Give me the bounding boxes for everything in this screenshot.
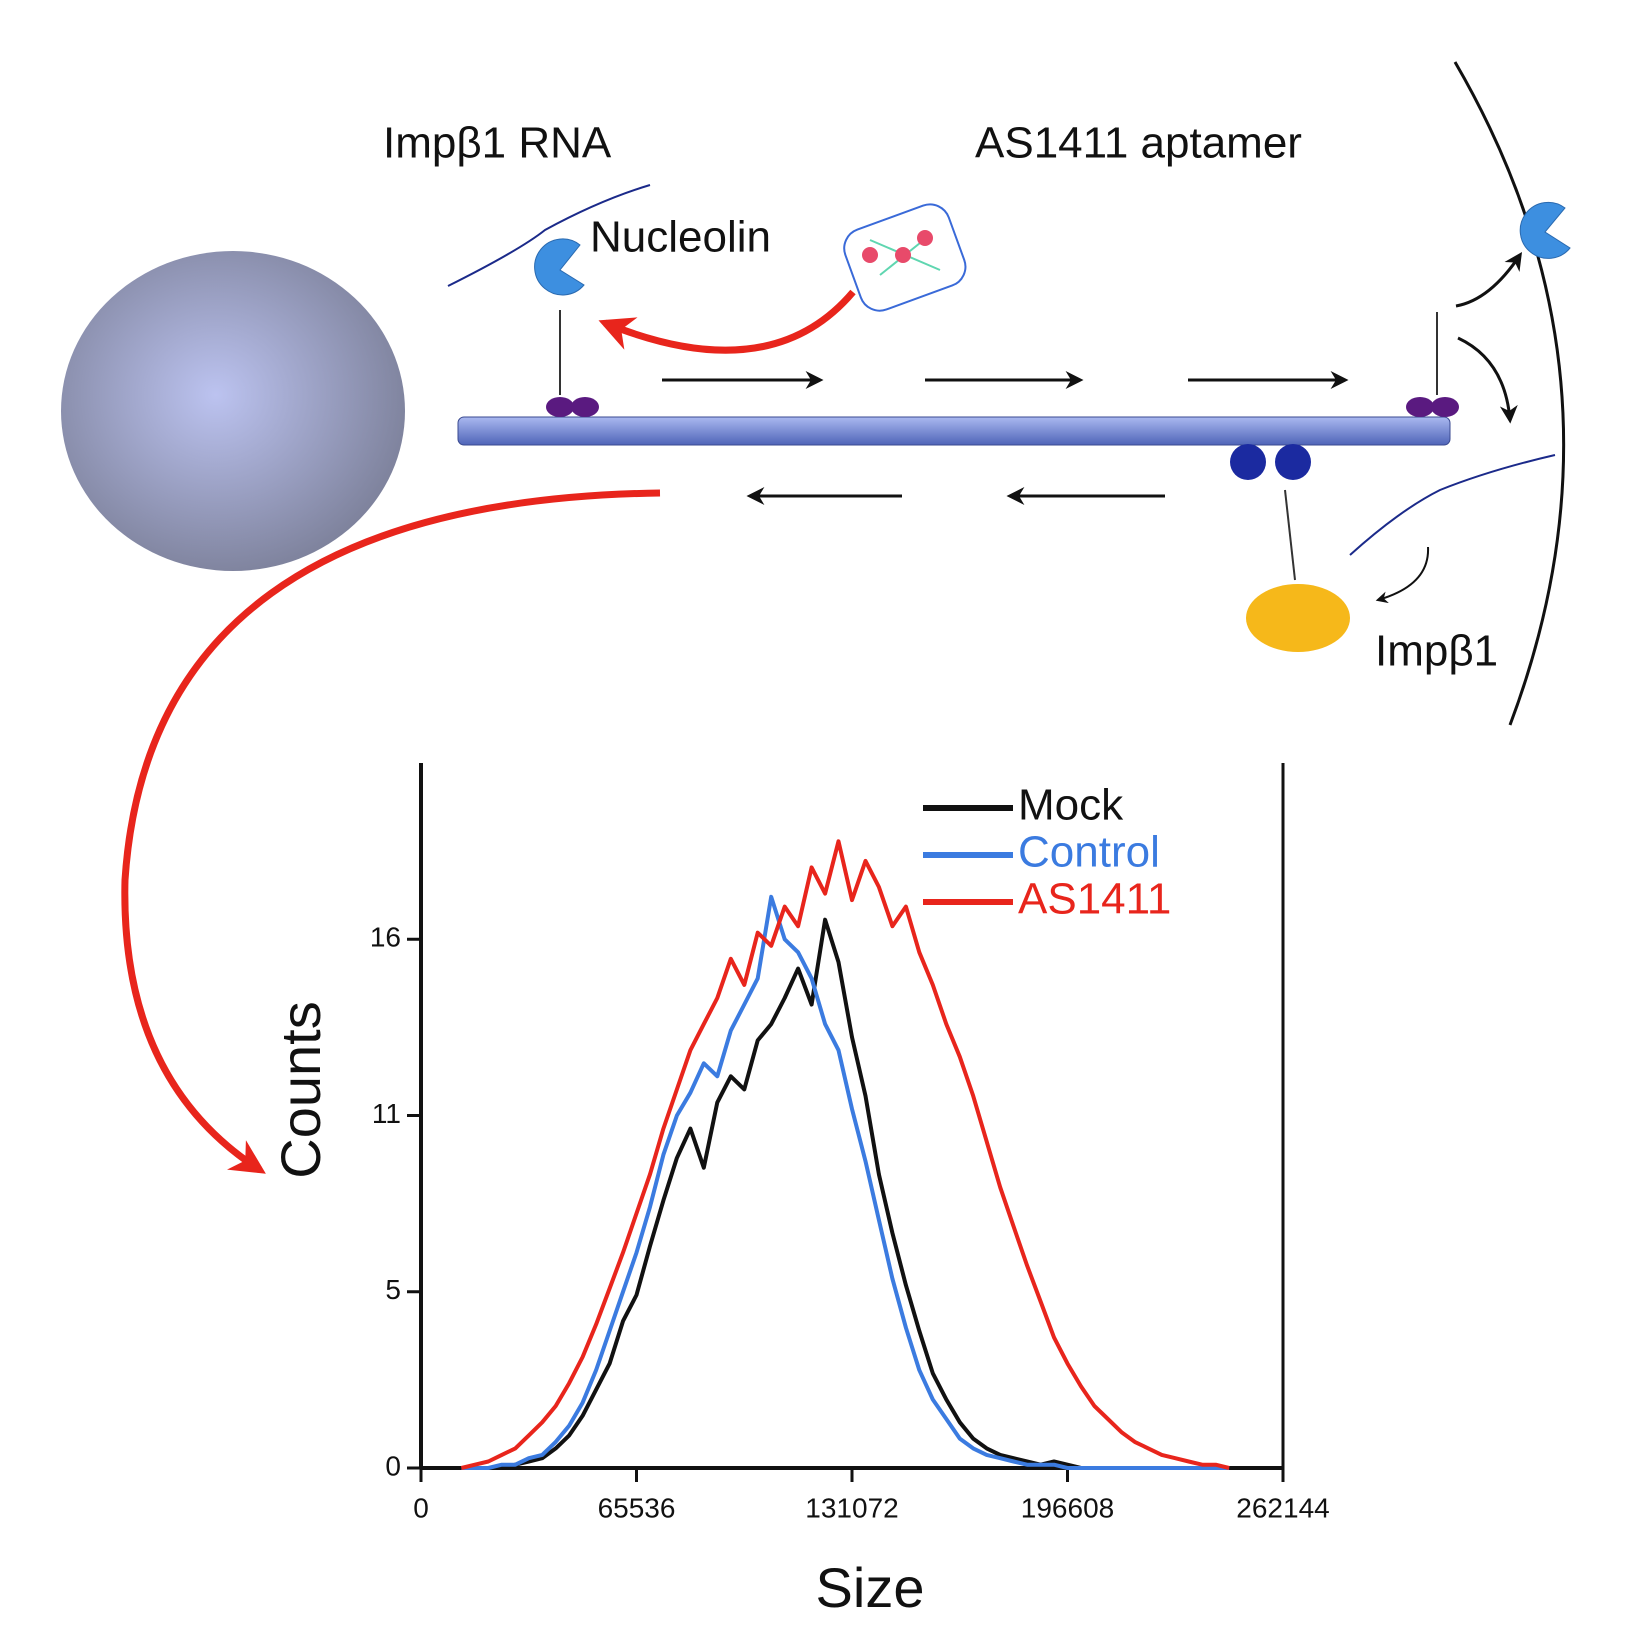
nucleolin [534, 238, 585, 296]
y-axis-title: Counts [269, 1001, 332, 1178]
label: Impβ1 RNA [383, 119, 612, 168]
legend-label: Control [1018, 828, 1160, 877]
label: Nucleolin [590, 213, 771, 262]
motor [1431, 397, 1459, 417]
x-axis-title: Size [816, 1556, 925, 1619]
motor [1230, 444, 1266, 480]
legend-label: Mock [1018, 781, 1124, 830]
x-tick-label: 196608 [1021, 1492, 1114, 1523]
series-line [460, 839, 1230, 1470]
y-tick-label: 16 [370, 922, 401, 953]
nucleus [61, 251, 405, 571]
transport-arrows [662, 252, 1522, 505]
y-tick-label: 0 [385, 1450, 401, 1481]
stalk [1284, 489, 1296, 581]
importin [1246, 584, 1350, 652]
small-arrow [1375, 546, 1430, 604]
aptamer-core [917, 230, 933, 246]
microtubule [457, 416, 1451, 446]
legend-label: AS1411 [1018, 875, 1171, 924]
aptamer-core [895, 247, 911, 263]
label: Impβ1 [1375, 627, 1498, 676]
x-tick-label: 65536 [598, 1492, 676, 1523]
y-tick-label: 5 [385, 1274, 401, 1305]
diagram: Impβ1 RNA AS1411 aptamer Nucleolin Impβ1 [61, 61, 1571, 1174]
motor [1406, 397, 1434, 417]
motor [546, 397, 574, 417]
y-tick-label: 11 [372, 1098, 401, 1129]
x-tick-label: 0 [413, 1492, 429, 1523]
red-arrow-long [121, 489, 661, 1174]
motor [571, 397, 599, 417]
x-tick-label: 131072 [805, 1492, 898, 1523]
series-line [461, 894, 1230, 1470]
motor [1275, 444, 1311, 480]
aptamer-core [862, 247, 878, 263]
membrane [1453, 61, 1566, 726]
rna [1349, 454, 1556, 556]
x-tick-label: 262144 [1236, 1492, 1329, 1523]
rna [447, 184, 651, 287]
series-line [461, 917, 1230, 1470]
red-arrow [598, 289, 856, 354]
label: AS1411 aptamer [975, 119, 1302, 168]
nucleolin-out [1519, 201, 1571, 259]
